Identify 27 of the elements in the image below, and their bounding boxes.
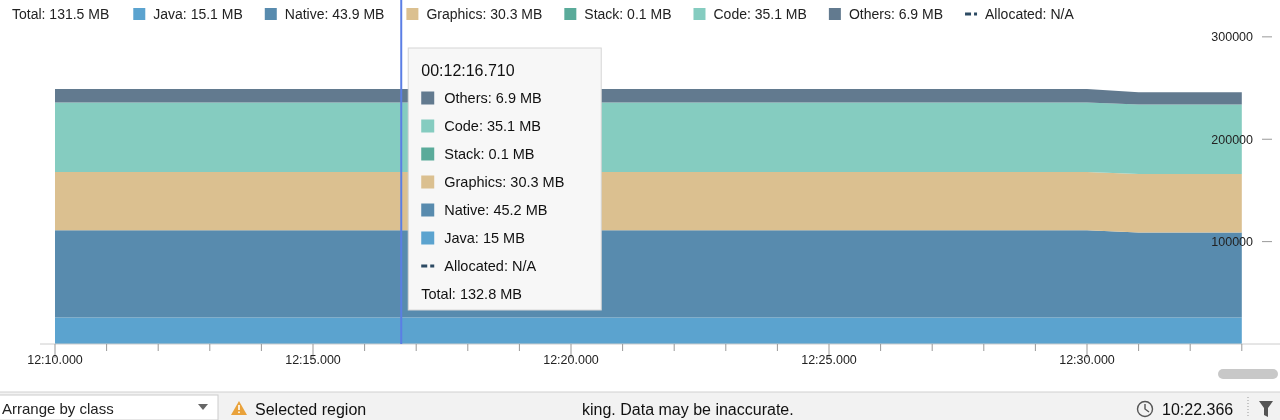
legend-title: Total: 131.5 MB <box>12 5 110 22</box>
text: Arrange by class <box>2 400 114 418</box>
legend-label: Graphics: 30.3 MB <box>426 5 543 22</box>
annotation: Stack: 0.1 MB <box>444 146 535 163</box>
annotation: Graphics: 30.3 MB <box>444 174 565 191</box>
text: king. Data may be inaccurate. <box>582 400 794 418</box>
legend-label: Others: 6.9 MB <box>848 5 944 22</box>
annotation: Code: 35.1 MB <box>444 118 541 135</box>
text: 10:22.366 <box>1162 400 1234 418</box>
x-tick-label: 12:20.000 <box>543 353 599 367</box>
x-tick-label: 12:10.000 <box>27 353 83 367</box>
annotation: Others: 6.9 MB <box>444 90 542 107</box>
annotation: Allocated: N/A <box>444 258 537 275</box>
legend-label: Allocated: N/A <box>985 5 1075 22</box>
annotation: Total: 132.8 MB <box>421 286 522 303</box>
annotation: 00:12:16.710 <box>421 61 515 79</box>
legend-label: Stack: 0.1 MB <box>584 5 672 22</box>
x-tick-label: 12:15.000 <box>285 353 341 367</box>
text: Selected region <box>255 400 367 418</box>
legend-label: Java: 15.1 MB <box>153 5 243 22</box>
y-tick-label: 300000 <box>1211 30 1254 45</box>
x-tick-label: 12:25.000 <box>801 353 857 367</box>
x-tick-label: 12:30.000 <box>1059 353 1115 367</box>
legend-label: Native: 43.9 MB <box>284 5 385 22</box>
annotation: Native: 45.2 MB <box>444 202 548 219</box>
annotation: Java: 15 MB <box>444 230 525 247</box>
legend-label: Code: 35.1 MB <box>713 5 807 22</box>
